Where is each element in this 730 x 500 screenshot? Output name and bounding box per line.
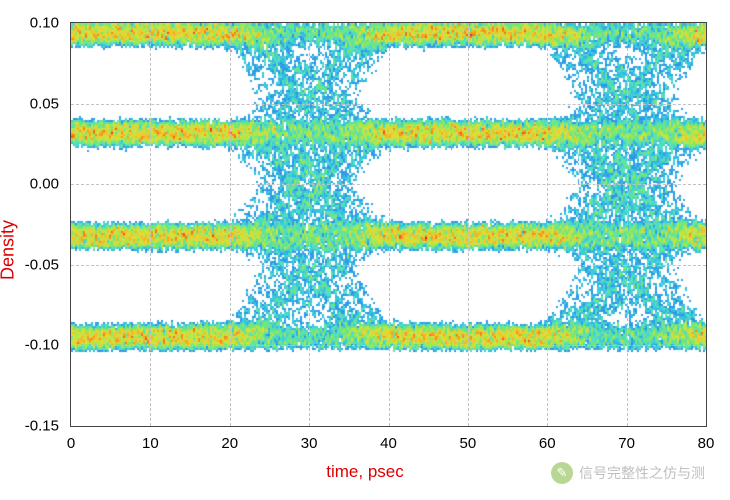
grid-v bbox=[468, 23, 469, 426]
y-axis-label: Density bbox=[0, 220, 19, 280]
y-tick: -0.10 bbox=[25, 337, 59, 354]
grid-h bbox=[71, 104, 706, 105]
x-tick: 60 bbox=[539, 435, 556, 452]
grid-v bbox=[150, 23, 151, 426]
y-tick: 0.00 bbox=[30, 176, 59, 193]
grid-v bbox=[389, 23, 390, 426]
x-tick: 80 bbox=[698, 435, 715, 452]
watermark: ✎ 信号完整性之仿与测 bbox=[551, 462, 705, 484]
plot-area: 01020304050607080-0.15-0.10-0.050.000.05… bbox=[70, 22, 707, 427]
x-tick: 70 bbox=[618, 435, 635, 452]
grid-h bbox=[71, 345, 706, 346]
grid-v bbox=[627, 23, 628, 426]
x-tick: 20 bbox=[221, 435, 238, 452]
y-tick: -0.05 bbox=[25, 256, 59, 273]
x-tick: 30 bbox=[301, 435, 318, 452]
watermark-text: 信号完整性之仿与测 bbox=[579, 463, 705, 483]
x-tick: 50 bbox=[460, 435, 477, 452]
x-tick: 10 bbox=[142, 435, 159, 452]
grid-v bbox=[230, 23, 231, 426]
y-tick: 0.05 bbox=[30, 95, 59, 112]
eye-diagram-chart: Density time, psec 01020304050607080-0.1… bbox=[0, 0, 730, 500]
grid-h bbox=[71, 265, 706, 266]
y-tick: -0.15 bbox=[25, 418, 59, 435]
y-tick: 0.10 bbox=[30, 15, 59, 32]
grid-h bbox=[71, 184, 706, 185]
grid-v bbox=[547, 23, 548, 426]
x-axis-label: time, psec bbox=[326, 462, 403, 482]
grid-v bbox=[309, 23, 310, 426]
watermark-icon: ✎ bbox=[551, 462, 573, 484]
x-tick: 40 bbox=[380, 435, 397, 452]
x-tick: 0 bbox=[67, 435, 75, 452]
